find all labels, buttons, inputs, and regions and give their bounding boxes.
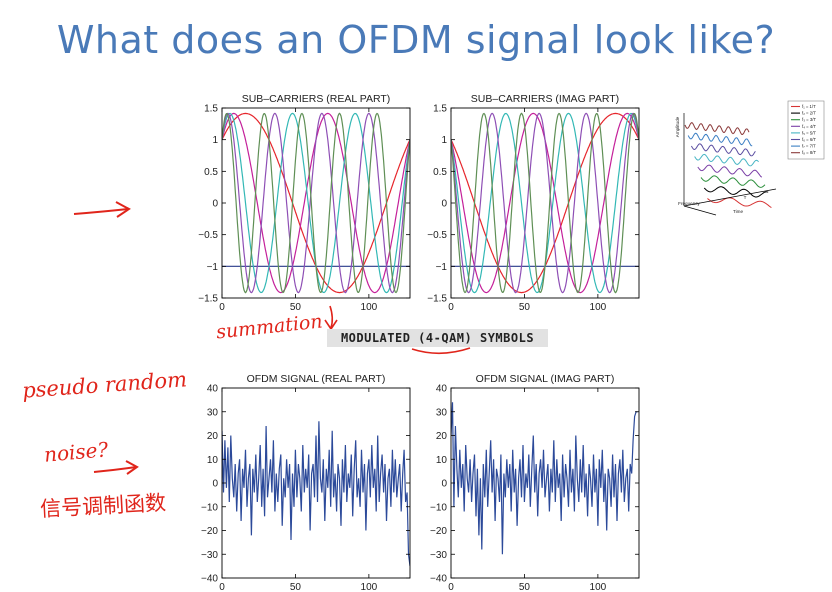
- y-tick-label: 0: [212, 199, 218, 210]
- y-tick-label: 0: [441, 479, 447, 490]
- y-tick-label: −0.5: [427, 230, 447, 241]
- y-tick-label: 40: [436, 384, 448, 395]
- arrow-shaft: [329, 305, 334, 329]
- series-line: [222, 421, 410, 567]
- y-tick-label: −40: [430, 574, 447, 585]
- arrow-shaft: [73, 208, 129, 215]
- x-tick-label: 50: [290, 582, 302, 592]
- y-tick-label: 10: [207, 455, 219, 466]
- arrow-shaft: [93, 466, 137, 473]
- chart-4: OFDM SIGNAL (IMAG PART)0 50 100403020100−1…: [430, 373, 640, 592]
- y-tick-label: 40: [207, 384, 219, 395]
- thumbnail-wave: [687, 132, 753, 147]
- y-tick-label: −30: [430, 550, 447, 561]
- thumbnail-wave: [690, 143, 756, 157]
- thumbnail-label: Amplitude: [675, 116, 680, 137]
- thumbnail-axis: [683, 205, 717, 216]
- y-tick-label: −1.5: [427, 294, 447, 305]
- x-tick-label: 0: [448, 582, 454, 592]
- chart-3: OFDM SIGNAL (REAL PART)0 50 100403020100−1…: [201, 373, 411, 592]
- series-line: [451, 402, 638, 555]
- y-tick-label: 30: [436, 407, 448, 418]
- series-line: [451, 112, 639, 294]
- y-tick-label: −10: [430, 502, 447, 513]
- thumbnail-wave: [697, 164, 763, 178]
- y-tick-label: 20: [436, 431, 448, 442]
- y-tick-label: −40: [201, 574, 218, 585]
- x-tick-label: 50: [519, 302, 531, 313]
- series-line: [451, 112, 639, 294]
- thumbnail-wave: [703, 186, 769, 198]
- y-tick-label: 1: [212, 135, 218, 146]
- series-group: [222, 112, 410, 294]
- chart-title: OFDM SIGNAL (IMAG PART): [476, 373, 615, 385]
- thumbnail-axis: [683, 188, 777, 207]
- x-tick-label: 0: [219, 302, 225, 313]
- thumbnail-legend-label: f₈ = 8/T: [802, 150, 816, 155]
- x-tick-label: 100: [590, 302, 607, 313]
- handwritten-underline: [411, 347, 471, 355]
- y-tick-label: −1: [436, 262, 448, 273]
- thumbnail-legend-label: f₁ = 1/T: [802, 104, 816, 109]
- thumbnail-legend-box: [787, 100, 825, 160]
- y-tick-label: 1.5: [433, 104, 447, 115]
- summation-arrow: [324, 305, 338, 331]
- thumbnail-label: Frequency: [678, 201, 700, 206]
- thumbnail-wave: [694, 153, 759, 167]
- y-tick-label: −30: [201, 550, 218, 561]
- x-tick-label: 100: [361, 582, 378, 592]
- y-tick-label: −0.5: [198, 230, 218, 241]
- x-tick-label: 0: [448, 302, 454, 313]
- y-tick-label: −20: [430, 526, 447, 537]
- y-tick-label: 1: [441, 135, 447, 146]
- arrow-head: [324, 319, 338, 331]
- x-tick-label: 0: [219, 582, 225, 592]
- y-tick-label: 1.5: [204, 104, 218, 115]
- thumbnail-wave: [700, 175, 766, 188]
- arrow-head: [115, 201, 131, 218]
- x-tick-label: 100: [361, 302, 378, 313]
- thumbnail-wave: [707, 197, 772, 209]
- y-tick-label: −20: [201, 526, 218, 537]
- y-tick-label: 0.5: [433, 167, 447, 178]
- series-line: [222, 112, 410, 294]
- y-tick-label: 0.5: [204, 167, 218, 178]
- x-tick-label: 100: [590, 582, 607, 592]
- modulated-symbols-banner: MODULATED (4-QAM) SYMBOLS: [327, 329, 548, 347]
- series-group: [451, 112, 639, 294]
- thumbnail-legend-label: f₇ = 7/T: [802, 144, 816, 149]
- slide-title: What does an OFDM signal look like?: [56, 18, 776, 62]
- series-line: [222, 112, 410, 294]
- thumbnail-legend-label: f₅ = 5/T: [802, 130, 816, 135]
- y-tick-label: 0: [441, 199, 447, 210]
- chart-2: SUB–CARRIERS (IMAG PART) 0 50 100 1.5 1 0.5 0 −0…: [427, 93, 640, 313]
- x-tick-label: 50: [290, 302, 302, 313]
- thumbnail-legend-label: f₂ = 2/T: [802, 111, 816, 116]
- chart-title: OFDM SIGNAL (REAL PART): [247, 373, 386, 385]
- thumbnail-legend-label: f₆ = 6/T: [802, 137, 816, 142]
- chart-title: SUB–CARRIERS (IMAG PART): [471, 93, 619, 105]
- chart-title: SUB–CARRIERS (REAL PART): [242, 93, 391, 105]
- chart-1: SUB–CARRIERS (REAL PART) 0 50 100 1.5 1 0.5 0 −0…: [198, 93, 411, 313]
- thumbnail-legend-label: f₄ = 4/T: [802, 124, 816, 129]
- thumbnail-wave: [684, 122, 750, 136]
- series-group: [451, 402, 638, 555]
- y-tick-label: −1: [207, 262, 219, 273]
- y-tick-label: 0: [212, 479, 218, 490]
- y-tick-label: 10: [436, 455, 448, 466]
- thumbnail-label: T: [744, 195, 747, 200]
- y-tick-label: −1.5: [198, 294, 218, 305]
- y-tick-label: −10: [201, 502, 218, 513]
- y-tick-label: 30: [207, 407, 219, 418]
- y-tick-label: 20: [207, 431, 219, 442]
- handwritten-arrow-bottom: [93, 460, 139, 475]
- x-tick-label: 50: [519, 582, 531, 592]
- series-group: [222, 421, 410, 567]
- thumbnail-legend-label: f₃ = 3/T: [802, 117, 816, 122]
- arrow-head: [125, 460, 139, 475]
- thumbnail-label: Time: [733, 209, 743, 214]
- handwritten-arrow-top: [73, 201, 131, 218]
